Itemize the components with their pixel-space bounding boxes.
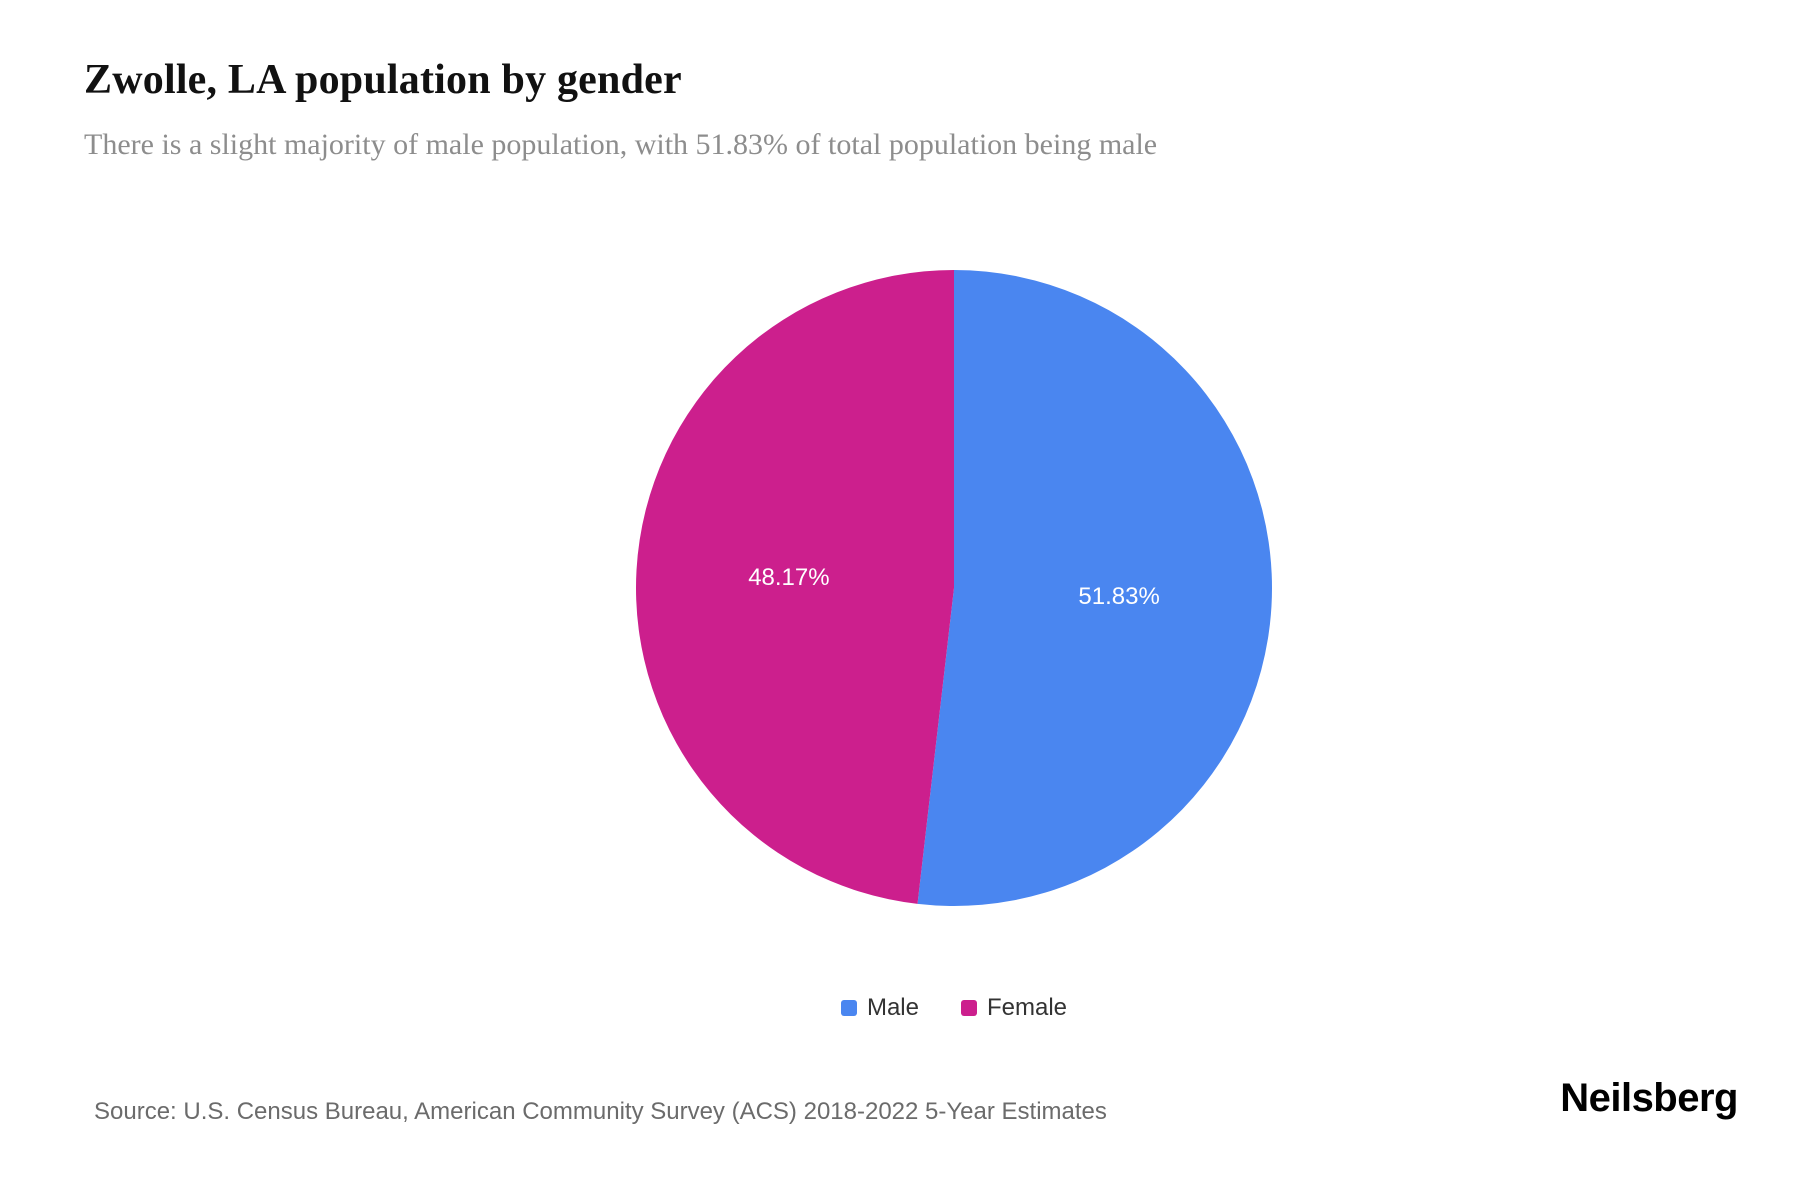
pie-slice-female[interactable]	[635, 270, 954, 904]
legend-item-male[interactable]: Male	[840, 994, 919, 1022]
legend-label-male: Male	[866, 994, 919, 1021]
male-legend-swatch-icon	[840, 1000, 857, 1016]
chart-title: Zwolle, LA population by gender	[84, 57, 682, 103]
legend-item-female[interactable]: Female	[961, 994, 1067, 1022]
pie-slice-value-label: 48.17%	[748, 564, 829, 591]
chart-subtitle: There is a slight majority of male popul…	[84, 128, 1158, 161]
legend-label-female: Female	[987, 994, 1068, 1021]
source-attribution: Source: U.S. Census Bureau, American Com…	[94, 1098, 1107, 1125]
female-legend-swatch-icon	[961, 1000, 977, 1016]
pie-chart: 51.83% 48.17%	[624, 258, 1284, 918]
neilsberg-logo: Neilsberg	[1560, 1076, 1738, 1120]
pie-chart-svg: 51.83% 48.17%	[635, 270, 1272, 907]
chart-legend: Male Female	[624, 994, 1284, 1022]
pie-slice-male[interactable]	[917, 270, 1272, 907]
pie-slice-value-label: 51.83%	[1078, 583, 1159, 610]
